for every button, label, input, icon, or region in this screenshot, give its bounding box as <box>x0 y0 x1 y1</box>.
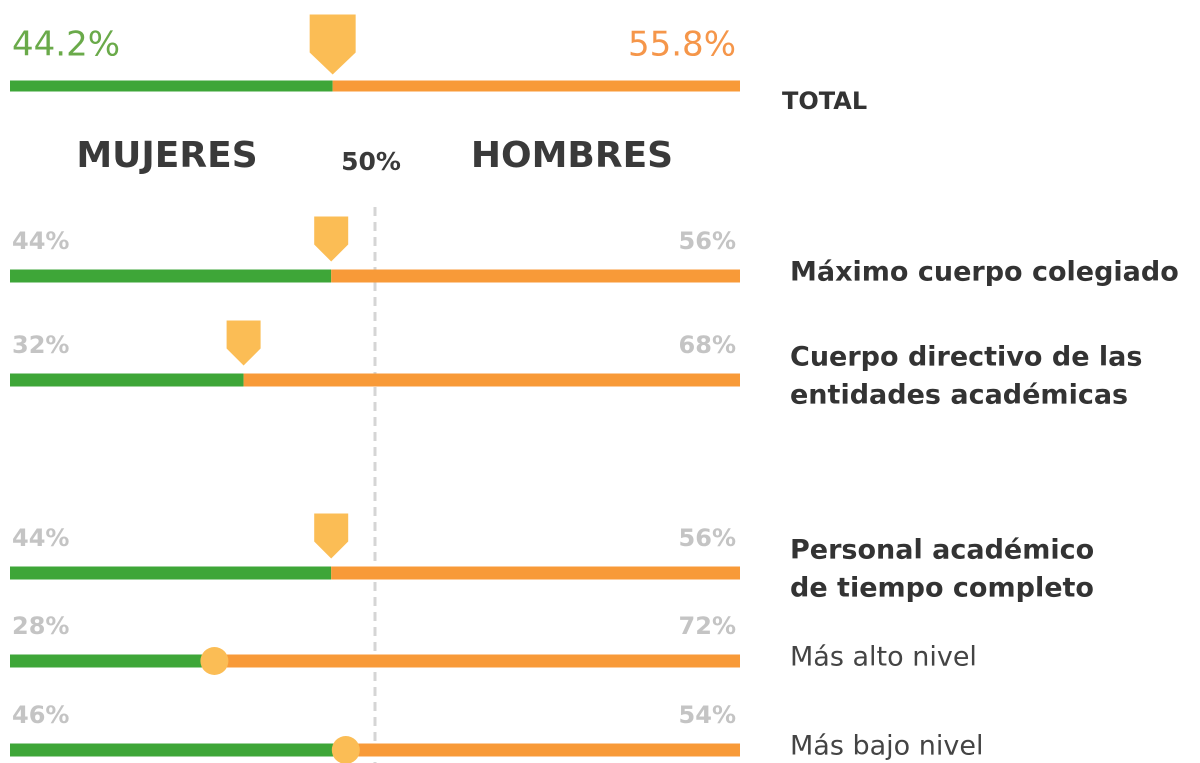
bar-segment <box>10 80 333 92</box>
category-label: Personal académico <box>790 535 1094 566</box>
value-label: 46% <box>12 701 69 729</box>
value-label: 54% <box>679 701 736 729</box>
bar-segment <box>345 743 740 757</box>
bar-segment <box>10 269 332 283</box>
category-label: Cuerpo directivo de las <box>790 342 1142 373</box>
bar-segment <box>10 373 244 387</box>
bar-segment <box>214 654 740 668</box>
value-label: 56% <box>679 227 736 255</box>
value-label: 55.8% <box>628 25 736 65</box>
legend-men: HOMBRES <box>471 135 673 176</box>
bar-segment <box>10 566 332 580</box>
category-label: Máximo cuerpo colegiado <box>790 257 1179 288</box>
split-marker <box>309 14 356 75</box>
bar-segment <box>10 654 215 668</box>
value-label: 72% <box>679 612 736 640</box>
split-marker <box>314 513 349 559</box>
category-label: TOTAL <box>782 87 867 115</box>
value-label: 44% <box>12 227 69 255</box>
category-label: entidades académicas <box>790 380 1128 411</box>
category-label: Más bajo nivel <box>790 731 983 762</box>
value-label: 56% <box>679 524 736 552</box>
bar-segment <box>10 743 346 757</box>
value-label: 68% <box>679 331 736 359</box>
value-label: 44% <box>12 524 69 552</box>
split-marker <box>200 647 229 675</box>
category-label: de tiempo completo <box>790 573 1094 604</box>
split-marker <box>331 736 360 763</box>
bar-segment <box>243 373 740 387</box>
value-label: 44.2% <box>12 25 120 65</box>
split-marker <box>314 216 349 262</box>
reference-label: 50% <box>341 147 401 176</box>
bar-segment <box>331 566 740 580</box>
bar-segment <box>331 269 740 283</box>
split-marker <box>226 320 261 366</box>
bar-segment <box>332 80 740 92</box>
value-label: 32% <box>12 331 69 359</box>
category-label: Más alto nivel <box>790 642 977 673</box>
value-label: 28% <box>12 612 69 640</box>
legend-women: MUJERES <box>76 135 257 176</box>
